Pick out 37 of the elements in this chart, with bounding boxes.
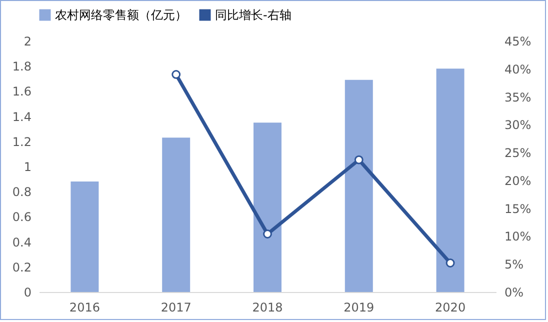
x-tick-label: 2018 bbox=[252, 300, 283, 314]
y2-tick-label: 10% bbox=[504, 230, 532, 244]
y-tick-label: 0 bbox=[24, 286, 32, 300]
bar bbox=[436, 68, 464, 292]
y-tick-label: 0.6 bbox=[12, 210, 32, 224]
y-tick-label: 0.2 bbox=[12, 260, 32, 274]
y-tick-label: 0.4 bbox=[12, 235, 32, 250]
y2-tick-label: 20% bbox=[504, 174, 532, 188]
bar bbox=[70, 182, 99, 292]
y-tick-label: 2 bbox=[24, 34, 32, 48]
point bbox=[172, 70, 181, 79]
bar bbox=[162, 138, 190, 292]
y-tick-label: 1 bbox=[24, 160, 32, 174]
y2-tick-label: 45% bbox=[504, 34, 532, 48]
y-tick-label: 1.2 bbox=[12, 134, 32, 149]
point bbox=[354, 155, 364, 164]
y2-tick-label: 30% bbox=[504, 118, 532, 132]
legend-label: 农村网络零售额（亿元） bbox=[55, 8, 187, 22]
y2-tick-label: 0% bbox=[504, 286, 524, 300]
y-tick-label: 1.6 bbox=[12, 84, 32, 99]
y2-tick-label: 35% bbox=[504, 90, 532, 104]
legend-label: 同比增长-右轴 bbox=[215, 8, 292, 22]
point bbox=[446, 258, 455, 268]
y-tick-label: 1.8 bbox=[12, 60, 32, 74]
point bbox=[263, 230, 272, 238]
x-tick-label: 2017 bbox=[160, 300, 192, 314]
bar bbox=[254, 122, 282, 292]
x-tick-label: 2016 bbox=[69, 300, 100, 314]
y2-tick-label: 5% bbox=[504, 258, 524, 272]
y-tick-label: 0.8 bbox=[12, 185, 32, 200]
bar bbox=[344, 80, 373, 292]
y2-tick-label: 25% bbox=[504, 146, 532, 160]
y2-tick-label: 15% bbox=[504, 202, 532, 216]
y2-tick-label: 40% bbox=[504, 62, 532, 76]
x-tick-label: 2020 bbox=[435, 300, 466, 314]
y-tick-label: 1.4 bbox=[12, 110, 32, 124]
x-tick-label: 2019 bbox=[344, 300, 374, 314]
